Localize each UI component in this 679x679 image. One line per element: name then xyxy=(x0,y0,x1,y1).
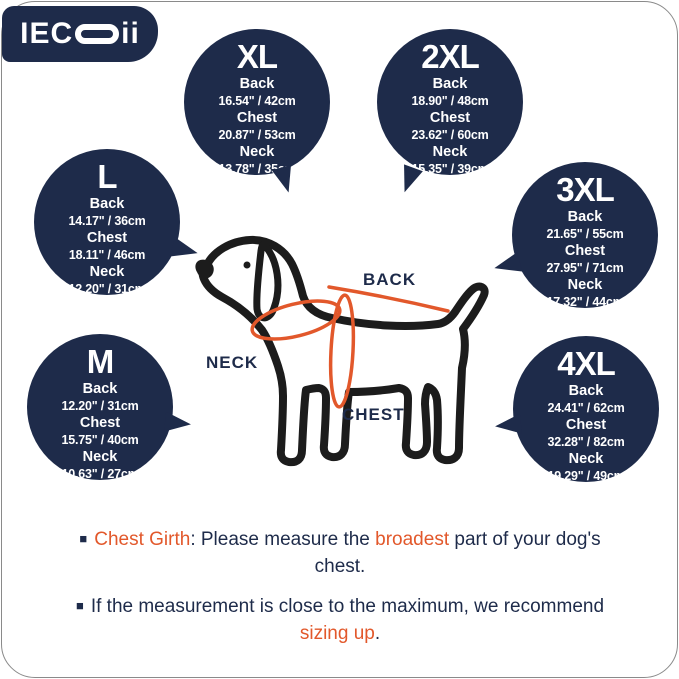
size-label: XL xyxy=(236,38,278,75)
back-value: 16.54" / 42cm xyxy=(218,93,296,108)
note-highlight: broadest xyxy=(375,529,450,550)
neck-label: Neck xyxy=(239,144,275,160)
note-highlight: sizing up xyxy=(299,622,375,644)
logo-o-shape xyxy=(75,24,120,44)
neck-label: Neck xyxy=(82,449,118,465)
size-label: 4XL xyxy=(557,345,616,382)
chest-label: Chest xyxy=(86,230,128,246)
dog-nose xyxy=(195,259,214,279)
neck-label: Neck xyxy=(568,451,604,467)
back-diagram-label: BACK xyxy=(363,270,417,289)
back-label: Back xyxy=(82,381,118,397)
chest-label: Chest xyxy=(79,415,121,431)
sizing-notes: ■ Chest Girth: Please measure the broades… xyxy=(68,527,612,661)
neck-value: 15.35" / 39cm xyxy=(411,161,489,176)
dog-illustration xyxy=(195,235,489,467)
dog-body-outline xyxy=(198,235,489,467)
size-label: 3XL xyxy=(556,171,615,208)
chest-value: 32.28" / 82cm xyxy=(547,434,625,449)
size-bubble-m: M Back 12.20" / 31cm Chest 15.75" / 40cm… xyxy=(27,334,192,481)
logo-text-suffix: ii xyxy=(121,17,140,50)
neck-value: 19.29" / 49cm xyxy=(547,468,625,483)
chest-value: 20.87" / 53cm xyxy=(218,127,296,142)
back-measure-line xyxy=(327,285,450,313)
size-bubble-xl: XL Back 16.54" / 42cm Chest 20.87" / 53c… xyxy=(184,29,330,196)
note-text: . xyxy=(374,622,381,644)
note-chest-girth: ■ Chest Girth: Please measure the broades… xyxy=(68,527,612,581)
logo-text-prefix: IEC xyxy=(20,17,74,50)
chest-label: Chest xyxy=(236,110,278,126)
back-value: 12.20" / 31cm xyxy=(61,398,139,413)
neck-value: 13.78" / 35cm xyxy=(218,161,296,176)
note-text: part of your dog's chest. xyxy=(314,529,601,577)
back-value: 21.65" / 55cm xyxy=(546,226,624,241)
bullet-square-icon: ■ xyxy=(75,597,84,613)
bubble-tail xyxy=(395,164,423,196)
chest-label: Chest xyxy=(565,417,607,433)
neck-label: Neck xyxy=(567,277,603,293)
chest-measure-ellipse xyxy=(328,293,356,409)
size-label: M xyxy=(86,343,114,380)
size-label: L xyxy=(97,158,117,195)
chest-value: 15.75" / 40cm xyxy=(61,432,139,447)
note-sizing-up: ■ If the measurement is close to the maxi… xyxy=(68,594,612,648)
neck-value: 10.63" / 27cm xyxy=(61,466,139,481)
brand-logo: IEC ii xyxy=(2,6,158,62)
neck-diagram-label: NECK xyxy=(206,353,259,372)
size-bubble-4xl: 4XL Back 24.41" / 62cm Chest 32.28" / 82… xyxy=(494,336,659,483)
back-label: Back xyxy=(567,209,603,225)
dog-eye xyxy=(243,261,251,269)
size-bubble-3xl: 3XL Back 21.65" / 55cm Chest 27.95" / 71… xyxy=(491,162,658,309)
chest-diagram-label: CHEST xyxy=(342,405,405,424)
bullet-square-icon: ■ xyxy=(79,531,88,546)
size-bubble-2xl: 2XL Back 18.90" / 48cm Chest 23.62" / 60… xyxy=(377,29,523,196)
neck-measure-ellipse xyxy=(250,299,342,341)
chest-label: Chest xyxy=(564,243,606,259)
dog-ear xyxy=(253,241,282,322)
note-text: If the measurement is close to the maxim… xyxy=(90,595,605,617)
size-label: 2XL xyxy=(421,38,480,75)
neck-label: Neck xyxy=(432,144,468,160)
back-value: 18.90" / 48cm xyxy=(411,93,489,108)
back-value: 14.17" / 36cm xyxy=(68,213,146,228)
back-label: Back xyxy=(89,196,125,212)
chest-label: Chest xyxy=(429,110,471,126)
neck-label: Neck xyxy=(89,264,125,280)
chest-value: 27.95" / 71cm xyxy=(546,260,624,275)
chest-value: 23.62" / 60cm xyxy=(411,127,489,142)
back-label: Back xyxy=(568,383,604,399)
note-highlight: Chest Girth xyxy=(94,529,191,550)
note-text: : Please measure the xyxy=(190,529,376,550)
neck-value: 17.32" / 44cm xyxy=(546,294,624,309)
back-label: Back xyxy=(239,76,275,92)
back-label: Back xyxy=(432,76,468,92)
back-value: 24.41" / 62cm xyxy=(547,400,625,415)
size-bubble-l: L Back 14.17" / 36cm Chest 18.11" / 46cm… xyxy=(34,149,201,296)
neck-value: 12.20" / 31cm xyxy=(68,281,146,296)
chest-value: 18.11" / 46cm xyxy=(68,247,146,262)
